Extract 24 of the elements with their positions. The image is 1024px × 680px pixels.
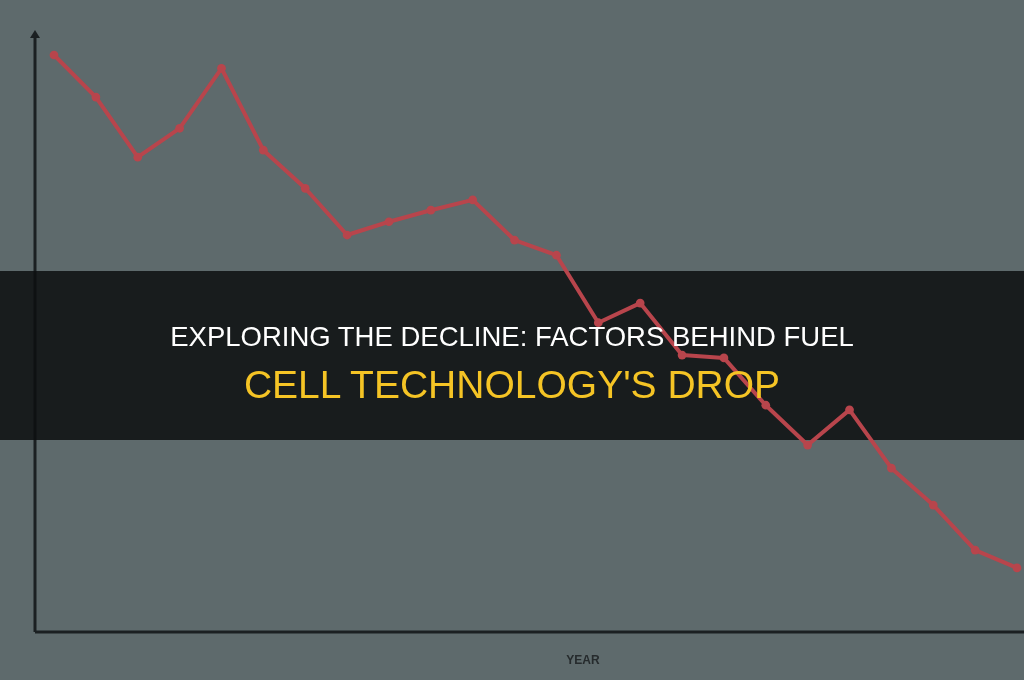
point <box>593 318 603 328</box>
point <box>887 463 896 473</box>
point <box>552 250 561 260</box>
point <box>803 440 813 450</box>
point <box>970 545 980 555</box>
point <box>384 217 394 227</box>
point <box>635 298 645 308</box>
point <box>510 235 519 245</box>
point <box>91 92 101 102</box>
point <box>217 63 226 73</box>
point <box>845 405 854 415</box>
point <box>133 152 143 162</box>
point <box>258 145 268 155</box>
point <box>300 183 310 193</box>
point <box>175 123 184 133</box>
point <box>468 195 478 205</box>
point <box>1012 563 1022 573</box>
point <box>719 353 729 363</box>
x-axis-title: YEAR <box>566 653 600 667</box>
point <box>677 350 687 360</box>
point <box>928 500 938 510</box>
point <box>426 205 436 215</box>
point <box>49 50 59 60</box>
point <box>342 230 352 240</box>
